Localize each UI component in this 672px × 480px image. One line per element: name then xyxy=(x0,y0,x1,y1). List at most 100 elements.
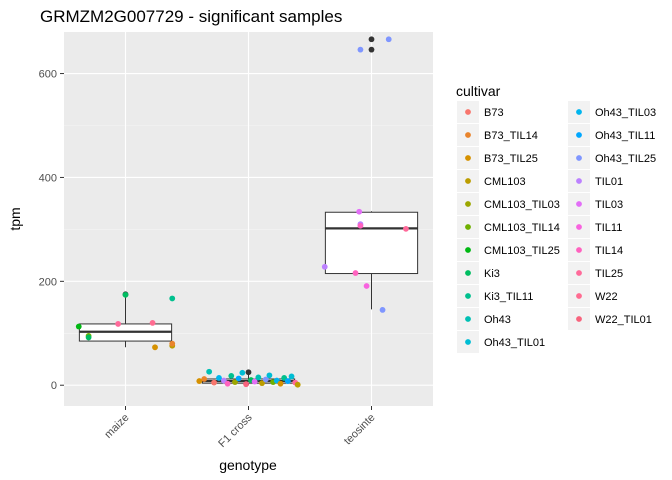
data-point xyxy=(403,225,409,232)
data-point xyxy=(262,376,269,383)
y-tick-label: 600 xyxy=(39,69,57,81)
legend-item: Oh43_TIL03 xyxy=(568,101,656,123)
y-tick-label: 400 xyxy=(39,172,57,184)
data-point xyxy=(251,378,258,385)
legend-swatch xyxy=(576,293,582,299)
data-point xyxy=(201,376,208,382)
legend-item: W22_TIL01 xyxy=(568,308,652,330)
outlier-point xyxy=(368,36,375,43)
box-maize xyxy=(78,294,173,348)
data-point xyxy=(243,381,249,388)
data-point xyxy=(235,375,242,382)
legend-swatch xyxy=(465,247,471,253)
data-point xyxy=(224,380,231,387)
data-point xyxy=(75,323,82,330)
legend-label: TIL01 xyxy=(595,176,623,188)
legend-label: B73_TIL14 xyxy=(484,130,538,142)
legend-swatch xyxy=(576,109,582,115)
outlier-point xyxy=(245,369,252,376)
legend-label: Oh43_TIL03 xyxy=(595,107,656,119)
legend-label: TIL25 xyxy=(595,268,623,280)
legend-label: B73_TIL25 xyxy=(484,153,538,165)
y-axis-title: tpm xyxy=(7,207,23,230)
data-point xyxy=(321,263,328,270)
legend-label: CML103_TIL14 xyxy=(484,222,560,234)
x-tick-label: teosinte xyxy=(342,412,378,448)
data-point xyxy=(284,378,291,384)
data-point xyxy=(352,270,359,276)
boxplots xyxy=(78,211,419,386)
legend-label: CML103_TIL03 xyxy=(484,199,560,211)
legend-swatch xyxy=(465,155,471,161)
legend-item: TIL01 xyxy=(568,170,623,192)
legend-item: TIL03 xyxy=(568,193,623,215)
data-point xyxy=(169,295,176,302)
legend-swatch xyxy=(576,270,582,276)
outlier-point xyxy=(368,46,375,53)
legend-item: B73_TIL25 xyxy=(457,147,538,169)
legend-label: W22_TIL01 xyxy=(595,314,652,326)
data-point xyxy=(228,372,235,379)
legend-item: B73_TIL14 xyxy=(457,124,538,146)
legend-item: Oh43 xyxy=(457,308,511,330)
legend-swatch xyxy=(465,224,471,230)
legend-label: Ki3_TIL11 xyxy=(484,291,533,303)
legend: B73 B73_TIL14 B73_TIL25 CML103 CML103_TIL03 C… xyxy=(457,101,656,353)
data-point xyxy=(122,291,129,298)
legend-item: TIL14 xyxy=(568,239,623,261)
box-teosinte xyxy=(324,211,419,310)
x-axis-title: genotype xyxy=(219,457,277,473)
legend-item: TIL11 xyxy=(568,216,622,238)
legend-label: TIL03 xyxy=(595,199,623,211)
legend-swatch xyxy=(465,270,471,276)
legend-item: B73 xyxy=(457,101,504,123)
data-points xyxy=(75,36,409,388)
legend-label: Oh43_TIL25 xyxy=(595,153,656,165)
data-point xyxy=(152,344,158,351)
legend-swatch xyxy=(576,155,582,161)
legend-item: Ki3_TIL11 xyxy=(457,285,533,307)
legend-swatch xyxy=(465,109,471,115)
data-point xyxy=(379,307,386,313)
legend-swatch xyxy=(576,316,582,322)
box-iqr xyxy=(324,211,419,275)
data-point xyxy=(288,373,295,380)
data-point xyxy=(255,374,262,381)
legend-swatch xyxy=(576,224,582,230)
legend-label: B73 xyxy=(484,107,504,119)
chart-title: GRMZM2G007729 - significant samples xyxy=(40,7,342,26)
legend-item: CML103 xyxy=(457,170,526,192)
legend-swatch xyxy=(465,132,471,138)
legend-item: Oh43_TIL25 xyxy=(568,147,656,169)
legend-label: Oh43_TIL11 xyxy=(595,130,655,142)
data-point xyxy=(385,36,392,43)
y-tick-label: 200 xyxy=(39,276,57,288)
data-point xyxy=(277,380,284,387)
legend-label: CML103 xyxy=(484,176,526,188)
legend-swatch xyxy=(576,247,582,253)
data-point xyxy=(169,340,176,347)
legend-swatch xyxy=(465,339,471,345)
legend-swatch xyxy=(576,132,582,138)
data-point xyxy=(211,379,217,386)
legend-label: Oh43_TIL01 xyxy=(484,337,545,349)
data-point xyxy=(196,378,203,384)
legend-title: cultivar xyxy=(456,83,501,99)
data-point xyxy=(232,379,238,386)
data-point xyxy=(357,46,364,53)
data-point xyxy=(216,375,222,381)
legend-label: W22 xyxy=(595,291,618,303)
data-point xyxy=(357,222,364,229)
data-point xyxy=(206,368,213,375)
legend-swatch xyxy=(465,201,471,207)
legend-swatch xyxy=(465,293,471,299)
legend-item: TIL25 xyxy=(568,262,623,284)
data-point xyxy=(85,334,92,341)
legend-item: W22 xyxy=(568,285,618,307)
data-point xyxy=(363,283,370,289)
legend-label: Oh43 xyxy=(484,314,511,326)
data-point xyxy=(259,380,265,387)
legend-swatch xyxy=(576,201,582,207)
legend-swatch xyxy=(576,178,582,184)
x-tick-label: F1 cross xyxy=(216,411,255,450)
